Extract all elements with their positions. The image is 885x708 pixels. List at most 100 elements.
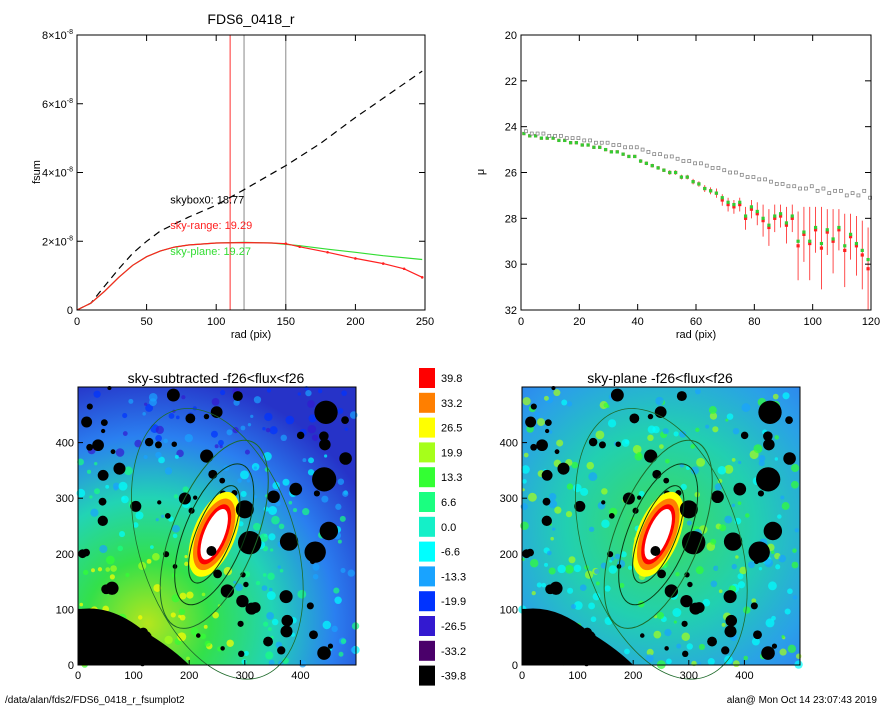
noise-speck [548,499,558,509]
noise-speck [262,427,266,431]
noise-speck [676,643,682,649]
sky-subtracted-image: sky-subtracted -f26<flux<f26 0 100 200 300 4… [56,370,360,682]
noise-speck [142,412,146,416]
noise-speck [686,643,693,650]
masked-source [86,403,93,410]
mu-plot-frame [520,34,872,311]
masked-source [154,441,162,449]
fsum-x-ticks: 0 50 100 150 200 250 [74,35,434,328]
masked-source [650,546,661,557]
mu-y-ticklabel: 30 [505,259,517,271]
noise-speck [253,466,257,470]
noise-speck [125,572,130,578]
noise-speck [282,478,290,486]
mu-point [720,196,724,200]
fsum-x-ticklabel: 0 [74,316,80,328]
mu-point [574,141,579,145]
noise-speck [565,510,573,518]
noise-speck [335,503,342,510]
masked-source [92,439,104,452]
noise-speck [712,426,719,433]
masked-source [733,482,747,496]
masked-source [663,477,670,484]
masked-source [237,530,262,555]
noise-speck [307,400,315,408]
mu-point [866,267,870,271]
mu-point [856,193,861,198]
noise-speck [253,396,262,404]
noise-speck [586,461,595,470]
noise-speck [725,418,729,422]
noise-speck [264,412,273,422]
noise-speck [280,434,287,442]
noise-speck [638,490,645,497]
mu-point [539,136,544,140]
noise-speck [152,552,160,561]
mu-point [638,159,643,163]
noise-speck [94,488,101,495]
fsum-plot: FDS6_0418_r 0 50 100 150 200 250 0 2×10-8 4×10-… [31,11,434,341]
mu-point [843,248,847,253]
colorbar-label: 39.8 [441,373,462,385]
mu-point [749,205,754,209]
noise-speck [79,602,84,607]
noise-speck [653,630,662,639]
noise-speck [176,449,184,458]
noise-speck [105,484,110,489]
masked-source [97,515,108,526]
noise-speck [110,565,117,572]
noise-speck [268,587,273,592]
noise-speck [607,419,617,428]
noise-speck [601,519,610,528]
fsum-series-line-0 [76,70,423,311]
colorbar-label: -39.8 [441,671,466,683]
noise-speck [787,588,793,595]
mu-point [697,182,701,186]
noise-speck [753,444,763,454]
noise-speck [521,488,525,492]
noise-speck [588,526,595,532]
masked-source [97,469,109,481]
footer-path: /data/alan/fds2/FDS6_0418_r_fsumplot2 [5,695,185,706]
mu-point [808,239,812,243]
noise-speck [172,533,178,539]
masked-source [314,400,338,424]
noise-speck [337,407,344,414]
mu-y-ticklabel: 32 [505,305,517,317]
mu-point [773,214,777,218]
noise-speck [710,580,718,588]
outer-sky-ellipse [131,408,304,680]
masked-source [101,584,112,595]
noise-speck [647,434,654,442]
mu-point [743,214,748,218]
fsum-x-ticklabel: 200 [346,316,364,328]
noise-speck [529,558,539,568]
masked-source [263,636,273,647]
noise-speck [233,580,237,584]
aperture-ellipse [188,485,241,584]
noise-speck [731,563,737,570]
mu-point [710,166,715,170]
noise-speck [171,594,180,603]
mu-point [815,188,820,193]
noise-speck [285,415,295,425]
masked-source [206,546,217,557]
noise-speck [308,457,315,464]
mu-point [541,131,546,136]
noise-speck [211,398,220,406]
noise-speck [250,414,254,418]
masked-source [171,441,177,447]
masked-source [763,521,783,541]
masked-source [319,431,329,441]
noise-speck [735,555,739,559]
noise-speck [341,390,347,396]
masked-source [629,413,640,424]
mu-point [629,145,633,150]
noise-speck [554,506,562,514]
noise-speck [339,515,346,522]
noise-speck [522,397,531,406]
noise-speck [614,553,621,560]
sky-subtracted-x-ticks: 0 100 200 300 400 [75,660,310,682]
noise-speck [122,431,128,436]
noise-speck [163,438,168,444]
